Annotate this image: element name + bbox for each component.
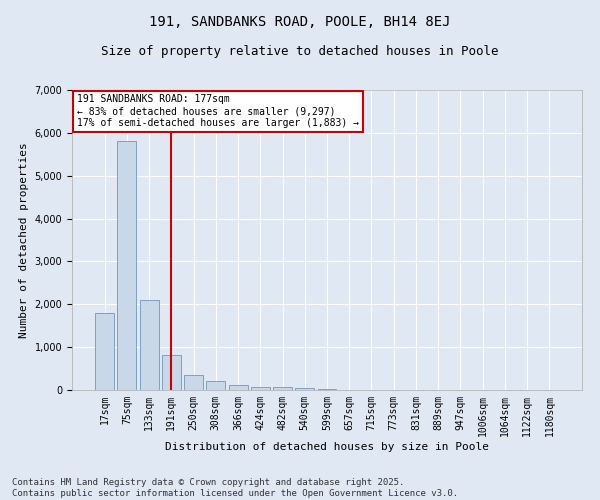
Bar xyxy=(206,382,225,390)
X-axis label: Distribution of detached houses by size in Poole: Distribution of detached houses by size … xyxy=(165,442,489,452)
Text: 191 SANDBANKS ROAD: 177sqm
← 83% of detached houses are smaller (9,297)
17% of s: 191 SANDBANKS ROAD: 177sqm ← 83% of deta… xyxy=(77,94,359,128)
Y-axis label: Number of detached properties: Number of detached properties xyxy=(19,142,29,338)
Bar xyxy=(273,387,292,390)
Bar xyxy=(118,140,136,390)
Bar xyxy=(95,313,114,390)
Bar xyxy=(184,376,203,390)
Text: 191, SANDBANKS ROAD, POOLE, BH14 8EJ: 191, SANDBANKS ROAD, POOLE, BH14 8EJ xyxy=(149,15,451,29)
Text: Contains HM Land Registry data © Crown copyright and database right 2025.
Contai: Contains HM Land Registry data © Crown c… xyxy=(12,478,458,498)
Bar xyxy=(317,388,337,390)
Bar xyxy=(251,386,270,390)
Text: Size of property relative to detached houses in Poole: Size of property relative to detached ho… xyxy=(101,45,499,58)
Bar xyxy=(162,355,181,390)
Bar xyxy=(140,300,158,390)
Bar xyxy=(229,385,248,390)
Bar xyxy=(295,388,314,390)
